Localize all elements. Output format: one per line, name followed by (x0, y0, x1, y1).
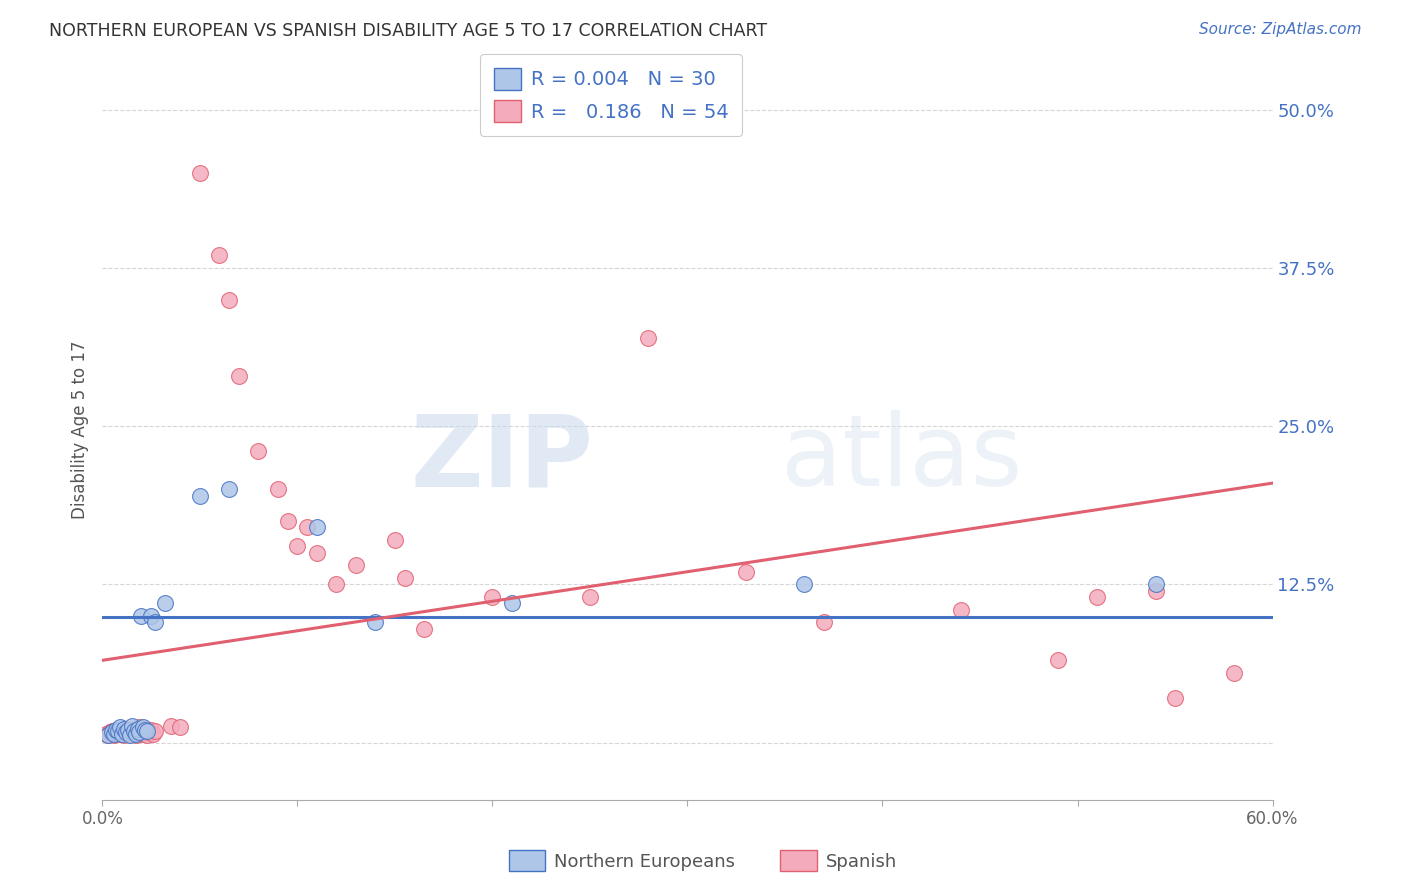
Legend: R = 0.004   N = 30, R =   0.186   N = 54: R = 0.004 N = 30, R = 0.186 N = 54 (481, 54, 742, 136)
Point (141, 609, 163, 624)
Point (112, 722, 135, 736)
Point (101, 725, 124, 739)
Point (1046, 653, 1069, 667)
Point (103, 728, 125, 742)
Point (501, 596, 523, 610)
Point (136, 728, 159, 742)
Point (101, 724, 124, 739)
Point (218, 483, 240, 497)
Point (97, 728, 120, 742)
Point (267, 483, 290, 497)
Point (134, 722, 156, 736)
Point (481, 590, 503, 604)
Point (121, 719, 143, 733)
Point (108, 725, 131, 739)
Point (143, 724, 166, 739)
Point (112, 728, 135, 742)
Point (344, 558, 367, 573)
Point (305, 520, 328, 534)
Legend: Northern Europeans, Spanish: Northern Europeans, Spanish (502, 843, 904, 879)
Point (124, 728, 146, 742)
Point (1144, 577, 1167, 591)
Point (136, 724, 159, 739)
Point (228, 368, 250, 383)
Point (96, 727, 118, 741)
Point (141, 723, 163, 737)
Y-axis label: Disability Age 5 to 17: Disability Age 5 to 17 (72, 340, 89, 518)
Point (98, 725, 121, 739)
Point (117, 725, 139, 739)
Point (793, 577, 815, 591)
Point (121, 723, 143, 737)
Point (122, 724, 145, 739)
Text: atlas: atlas (782, 410, 1022, 508)
Point (111, 727, 134, 741)
Point (122, 724, 145, 739)
Point (813, 615, 835, 630)
Point (138, 725, 160, 739)
Point (132, 724, 155, 739)
Point (188, 166, 211, 180)
Point (735, 565, 758, 579)
Point (394, 571, 416, 585)
Point (128, 725, 150, 739)
Point (131, 609, 153, 624)
Text: NORTHERN EUROPEAN VS SPANISH DISABILITY AGE 5 TO 17 CORRELATION CHART: NORTHERN EUROPEAN VS SPANISH DISABILITY … (49, 22, 768, 40)
Point (1222, 665, 1244, 680)
Point (107, 727, 129, 741)
Point (169, 720, 191, 734)
Point (107, 724, 129, 739)
Point (131, 727, 153, 741)
Point (118, 727, 141, 741)
Point (114, 722, 136, 736)
Point (579, 590, 602, 604)
Point (105, 723, 128, 737)
Point (1144, 583, 1167, 598)
Point (295, 520, 318, 534)
Point (325, 577, 347, 591)
Point (134, 723, 156, 737)
Point (153, 596, 176, 610)
Point (1164, 691, 1187, 706)
Point (142, 727, 165, 741)
Point (132, 720, 155, 734)
Text: ZIP: ZIP (411, 410, 593, 508)
Point (143, 615, 166, 630)
Point (287, 540, 309, 554)
Point (949, 603, 972, 617)
Point (277, 514, 299, 528)
Point (159, 719, 181, 733)
Point (413, 622, 436, 636)
Point (97, 728, 120, 742)
Point (127, 722, 149, 736)
Point (111, 724, 134, 739)
Point (114, 725, 136, 739)
Point (637, 330, 659, 344)
Point (218, 293, 240, 307)
Point (105, 723, 128, 737)
Point (305, 546, 328, 560)
Point (188, 489, 211, 503)
Point (384, 533, 406, 547)
Point (364, 615, 387, 630)
Point (1085, 590, 1108, 604)
Point (103, 727, 125, 741)
Point (128, 720, 150, 734)
Point (108, 720, 131, 734)
Point (117, 723, 139, 737)
Text: Source: ZipAtlas.com: Source: ZipAtlas.com (1198, 22, 1361, 37)
Point (118, 728, 141, 742)
Point (208, 248, 231, 262)
Point (247, 444, 270, 458)
Point (127, 725, 149, 739)
Point (124, 727, 146, 741)
